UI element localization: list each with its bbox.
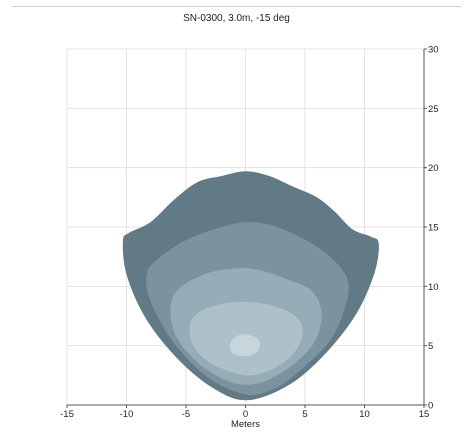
y-tick-label: 5 (428, 341, 433, 352)
x-tick-label: 10 (359, 409, 370, 420)
x-tick-label: 15 (419, 409, 430, 420)
x-tick-label: 5 (302, 409, 307, 420)
x-tick-label: -15 (60, 409, 74, 420)
y-tick-label: 0 (428, 401, 433, 412)
x-tick-labels: -15 -10 -5 0 5 10 15 (60, 409, 429, 420)
top-border-line (12, 6, 461, 7)
x-tick-label: -5 (182, 409, 190, 420)
x-tick-label: -10 (120, 409, 134, 420)
coverage-areas (122, 171, 379, 401)
y-tick-label: 15 (428, 223, 439, 234)
x-axis-title: Meters (231, 419, 260, 430)
chart-title: SN-0300, 3.0m, -15 deg (183, 13, 290, 24)
axes (66, 48, 427, 408)
coverage-level-5 (229, 334, 260, 357)
x-tick-label: 0 (243, 409, 248, 420)
y-tick-label: 20 (428, 163, 439, 174)
y-tick-label: 10 (428, 282, 439, 293)
y-tick-label: 25 (428, 104, 439, 115)
y-tick-label: 30 (428, 45, 439, 56)
y-tick-labels: 0 5 10 15 20 25 30 (428, 45, 439, 412)
